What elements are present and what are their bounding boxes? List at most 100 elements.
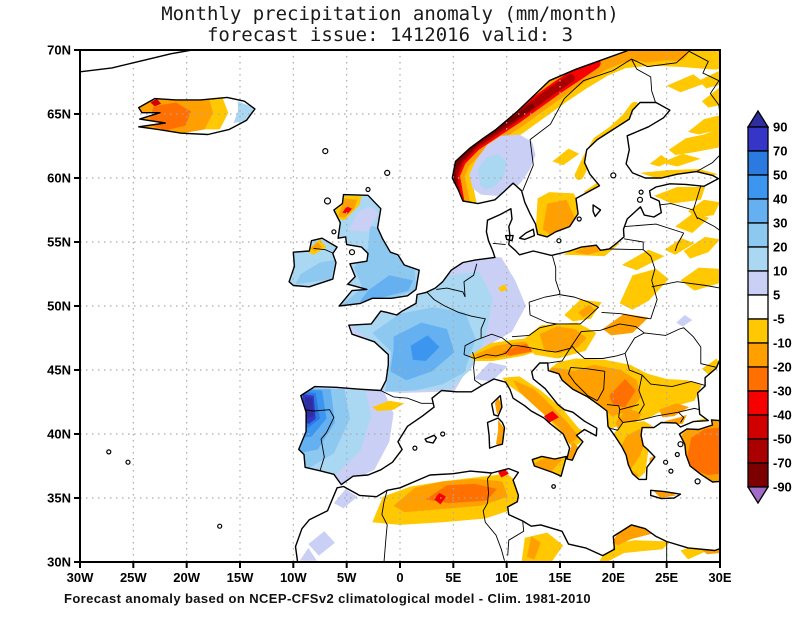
lon-label-5W: 5W (337, 570, 357, 585)
colorbar-label--90: -90 (773, 480, 792, 495)
colorbar-label-40: 40 (773, 192, 787, 207)
anomaly-morocco-pale-1 (308, 531, 335, 556)
colorbar-label-10: 10 (773, 264, 787, 279)
anomaly-morocco-pale-2 (299, 547, 317, 561)
border-ee-ru (692, 185, 702, 211)
anomaly-karelia-yellow (668, 128, 720, 155)
border-ro-bg (641, 374, 706, 388)
island-faroe (322, 148, 329, 155)
lat-label-30N: 30N (47, 555, 71, 570)
anomaly-turkey-core (686, 427, 720, 475)
border-be-nl-de (436, 263, 478, 298)
anomaly-s-england (359, 275, 413, 303)
anomaly-france-blue-50 (410, 335, 440, 361)
lon-axis-labels: 30W 25W 20W 15W 10W 5W 0 5E 10E 15E 20E 25E 30E (67, 570, 732, 585)
colorbar-label--20: -20 (773, 360, 792, 375)
colorbar-label-50: 50 (773, 168, 787, 183)
border-rs-mk (619, 404, 640, 411)
coast-zealand (518, 228, 536, 241)
anomaly-ebro-yellow (372, 400, 405, 411)
island-azores-2 (106, 449, 112, 455)
island-naxos (668, 468, 674, 474)
anomaly-greece-orange (617, 428, 647, 481)
island-azores-1 (125, 459, 131, 465)
anomaly-rif-pale (333, 489, 358, 509)
anomaly-silesia-orange (578, 304, 596, 318)
border-bg-tr (678, 407, 700, 413)
colorbar-label--70: -70 (773, 456, 792, 471)
anomaly-fi-lakes-yellow (661, 153, 701, 167)
axis-ticks (74, 49, 721, 568)
anomaly-austria-orange (539, 326, 587, 354)
border-de-at (511, 323, 557, 338)
border-mk-gr (622, 415, 657, 423)
colorbar-cell--5..5 (747, 294, 769, 320)
island-bornholm (556, 238, 562, 244)
border-fr-it (472, 351, 483, 386)
island-chios (674, 451, 680, 458)
border-fi-ru-south (696, 154, 720, 172)
anomaly-kola2-yellow (698, 70, 720, 89)
anomaly-germany-yellow-dot (498, 284, 508, 292)
coast-north-africa (294, 467, 721, 563)
colorbar-cell-40..50 (747, 174, 769, 200)
lat-label-70N: 70N (47, 43, 71, 58)
anomaly-apennine-orange (513, 380, 580, 445)
island-lewis (323, 197, 332, 205)
chart-subtitle: forecast issue: 1412016 valid: 3 (206, 24, 574, 46)
anomaly-se-norway-blue (477, 153, 507, 190)
anomaly-finnmark-orange (634, 51, 688, 63)
colorbar-cell-70..90 (747, 126, 769, 152)
border-de-dk (492, 242, 506, 246)
lat-label-45N: 45N (47, 363, 71, 378)
colorbar-label-5: 5 (773, 288, 780, 303)
border-se-fi (631, 58, 657, 104)
anomaly-pl-ne-yellow (621, 249, 665, 271)
lon-label-15W: 15W (227, 570, 254, 585)
anomaly-fi-small-yellow (649, 155, 670, 167)
colorbar-cell-20..30 (747, 222, 769, 248)
lat-axis-labels: 70N 65N 60N 55N 50N 45N 40N 35N 30N (47, 43, 71, 570)
anomaly-iceland-east-blue (233, 101, 254, 123)
border-lt-lv (623, 223, 684, 234)
anomaly-scotland-pale (348, 206, 379, 232)
island-lesbos (677, 441, 684, 448)
anomaly-belarus2-yellow (683, 236, 720, 259)
island-shetland (384, 169, 391, 176)
coast-great-britain (333, 193, 420, 307)
border-hr-ba-w (567, 367, 598, 402)
anomaly-lapland-yellow (666, 74, 706, 93)
lon-label-10W: 10W (280, 570, 307, 585)
border-ie-uk (313, 247, 335, 254)
country-borders (305, 50, 720, 562)
colorbar-label-20: 20 (773, 240, 787, 255)
colorbar-cell--30..-20 (747, 366, 769, 392)
coast-anatolia (678, 419, 721, 483)
border-by-ua (651, 281, 720, 289)
anomaly-iceland-yellow (204, 96, 229, 130)
lat-label-50N: 50N (47, 299, 71, 314)
border-ee-lv (659, 203, 694, 211)
colorbar-label-70: 70 (773, 144, 787, 159)
colorbar-cell-30..40 (747, 198, 769, 224)
border-es-fr (380, 390, 435, 404)
coast-mallorca (424, 434, 437, 444)
colorbar-label--5: -5 (773, 312, 785, 327)
coast-sicily (531, 455, 568, 477)
island-saaremaa (636, 196, 644, 203)
colorbar-above-arrow (746, 109, 770, 128)
border-tn-ly (507, 520, 525, 556)
border-lv-ru (692, 209, 699, 220)
anomaly-karelia2-yellow (688, 115, 720, 135)
chart-title-block: Monthly precipitation anomaly (mm/month)… (0, 4, 780, 46)
lon-label-10E: 10E (495, 570, 518, 585)
island-ibiza (412, 445, 418, 451)
lon-label-30W: 30W (67, 570, 94, 585)
island-oland (576, 216, 582, 222)
border-sk-pl (601, 311, 651, 320)
anomaly-libya-orange (526, 536, 541, 560)
coast-gotland (592, 204, 602, 218)
coast-funen (504, 234, 514, 242)
